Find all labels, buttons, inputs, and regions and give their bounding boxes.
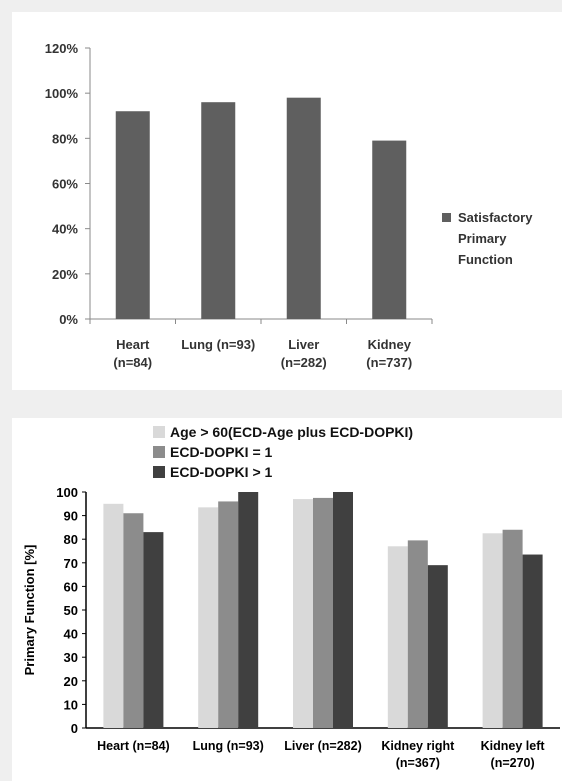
y-tick-label: 40% [52, 222, 78, 237]
bar [372, 140, 407, 319]
bar [123, 513, 144, 728]
y-tick-label: 0% [59, 312, 78, 327]
y-tick-label: 20% [52, 267, 78, 282]
y-axis-title: Primary Function [%] [22, 545, 37, 676]
y-tick-label: 20 [64, 674, 78, 689]
x-tick-label: Liver (n=282) [284, 739, 361, 753]
bar [115, 111, 150, 319]
bar [482, 533, 503, 728]
x-tick-label: Heart (n=84) [113, 337, 152, 370]
bar [427, 565, 448, 728]
legend-swatch [153, 426, 165, 438]
y-tick-label: 10 [64, 697, 78, 712]
y-tick-label: 60% [52, 177, 78, 192]
bar [522, 554, 543, 728]
y-tick-label: 30 [64, 650, 78, 665]
y-tick-label: 90 [64, 509, 78, 524]
y-tick-label: 80% [52, 131, 78, 146]
bar [218, 501, 239, 728]
legend-label: Satisfactory Primary Function [458, 210, 533, 267]
y-tick-label: 120% [45, 41, 79, 56]
legend-label: ECD-DOPKI > 1 [170, 464, 273, 480]
bar [238, 492, 259, 728]
y-tick-label: 100% [45, 86, 79, 101]
bar [407, 540, 428, 728]
legend-label: ECD-DOPKI = 1 [170, 444, 273, 460]
legend-swatch [153, 466, 165, 478]
y-tick-label: 0 [71, 721, 78, 736]
y-tick-label: 100 [56, 485, 78, 500]
bar [293, 499, 313, 728]
legend-swatch [153, 446, 165, 458]
chart-satisfactory-primary-function: 0% 20% 40% 60% 80% 100% 120% Heart (n=84) Lung (n… [45, 41, 533, 370]
bar [286, 97, 321, 319]
bar [387, 546, 408, 728]
legend-label: Age > 60(ECD-Age plus ECD-DOPKI) [170, 424, 413, 440]
x-tick-label: Liver (n=282) [281, 337, 327, 370]
y-tick-label: 70 [64, 556, 78, 571]
chart-panel-bottom: Age > 60(ECD-Age plus ECD-DOPKI) ECD-DOPK… [12, 418, 562, 781]
legend-swatch [442, 213, 451, 222]
bar [198, 507, 219, 728]
y-tick-label: 40 [64, 627, 78, 642]
x-tick-label: Lung (n=93) [181, 337, 255, 352]
x-tick-label: Heart (n=84) [97, 739, 170, 753]
bar [201, 102, 236, 319]
y-tick-label: 50 [64, 603, 78, 618]
bar [143, 532, 164, 728]
x-tick-label: Kidney (n=737) [366, 337, 412, 370]
y-tick-label: 60 [64, 579, 78, 594]
chart-primary-function-by-ecd: Age > 60(ECD-Age plus ECD-DOPKI) ECD-DOPK… [22, 424, 560, 770]
x-tick-label: Lung (n=93) [193, 739, 264, 753]
x-tick-label: Kidney right (n=367) [381, 739, 455, 770]
chart-panel-top: 0% 20% 40% 60% 80% 100% 120% Heart (n=84) Lung (n… [12, 12, 562, 390]
bar [502, 529, 523, 728]
bar [103, 503, 124, 728]
x-tick-label: Kidney left (n=270) [481, 739, 546, 770]
bar [313, 497, 333, 728]
y-tick-label: 80 [64, 532, 78, 547]
bar [333, 492, 353, 728]
